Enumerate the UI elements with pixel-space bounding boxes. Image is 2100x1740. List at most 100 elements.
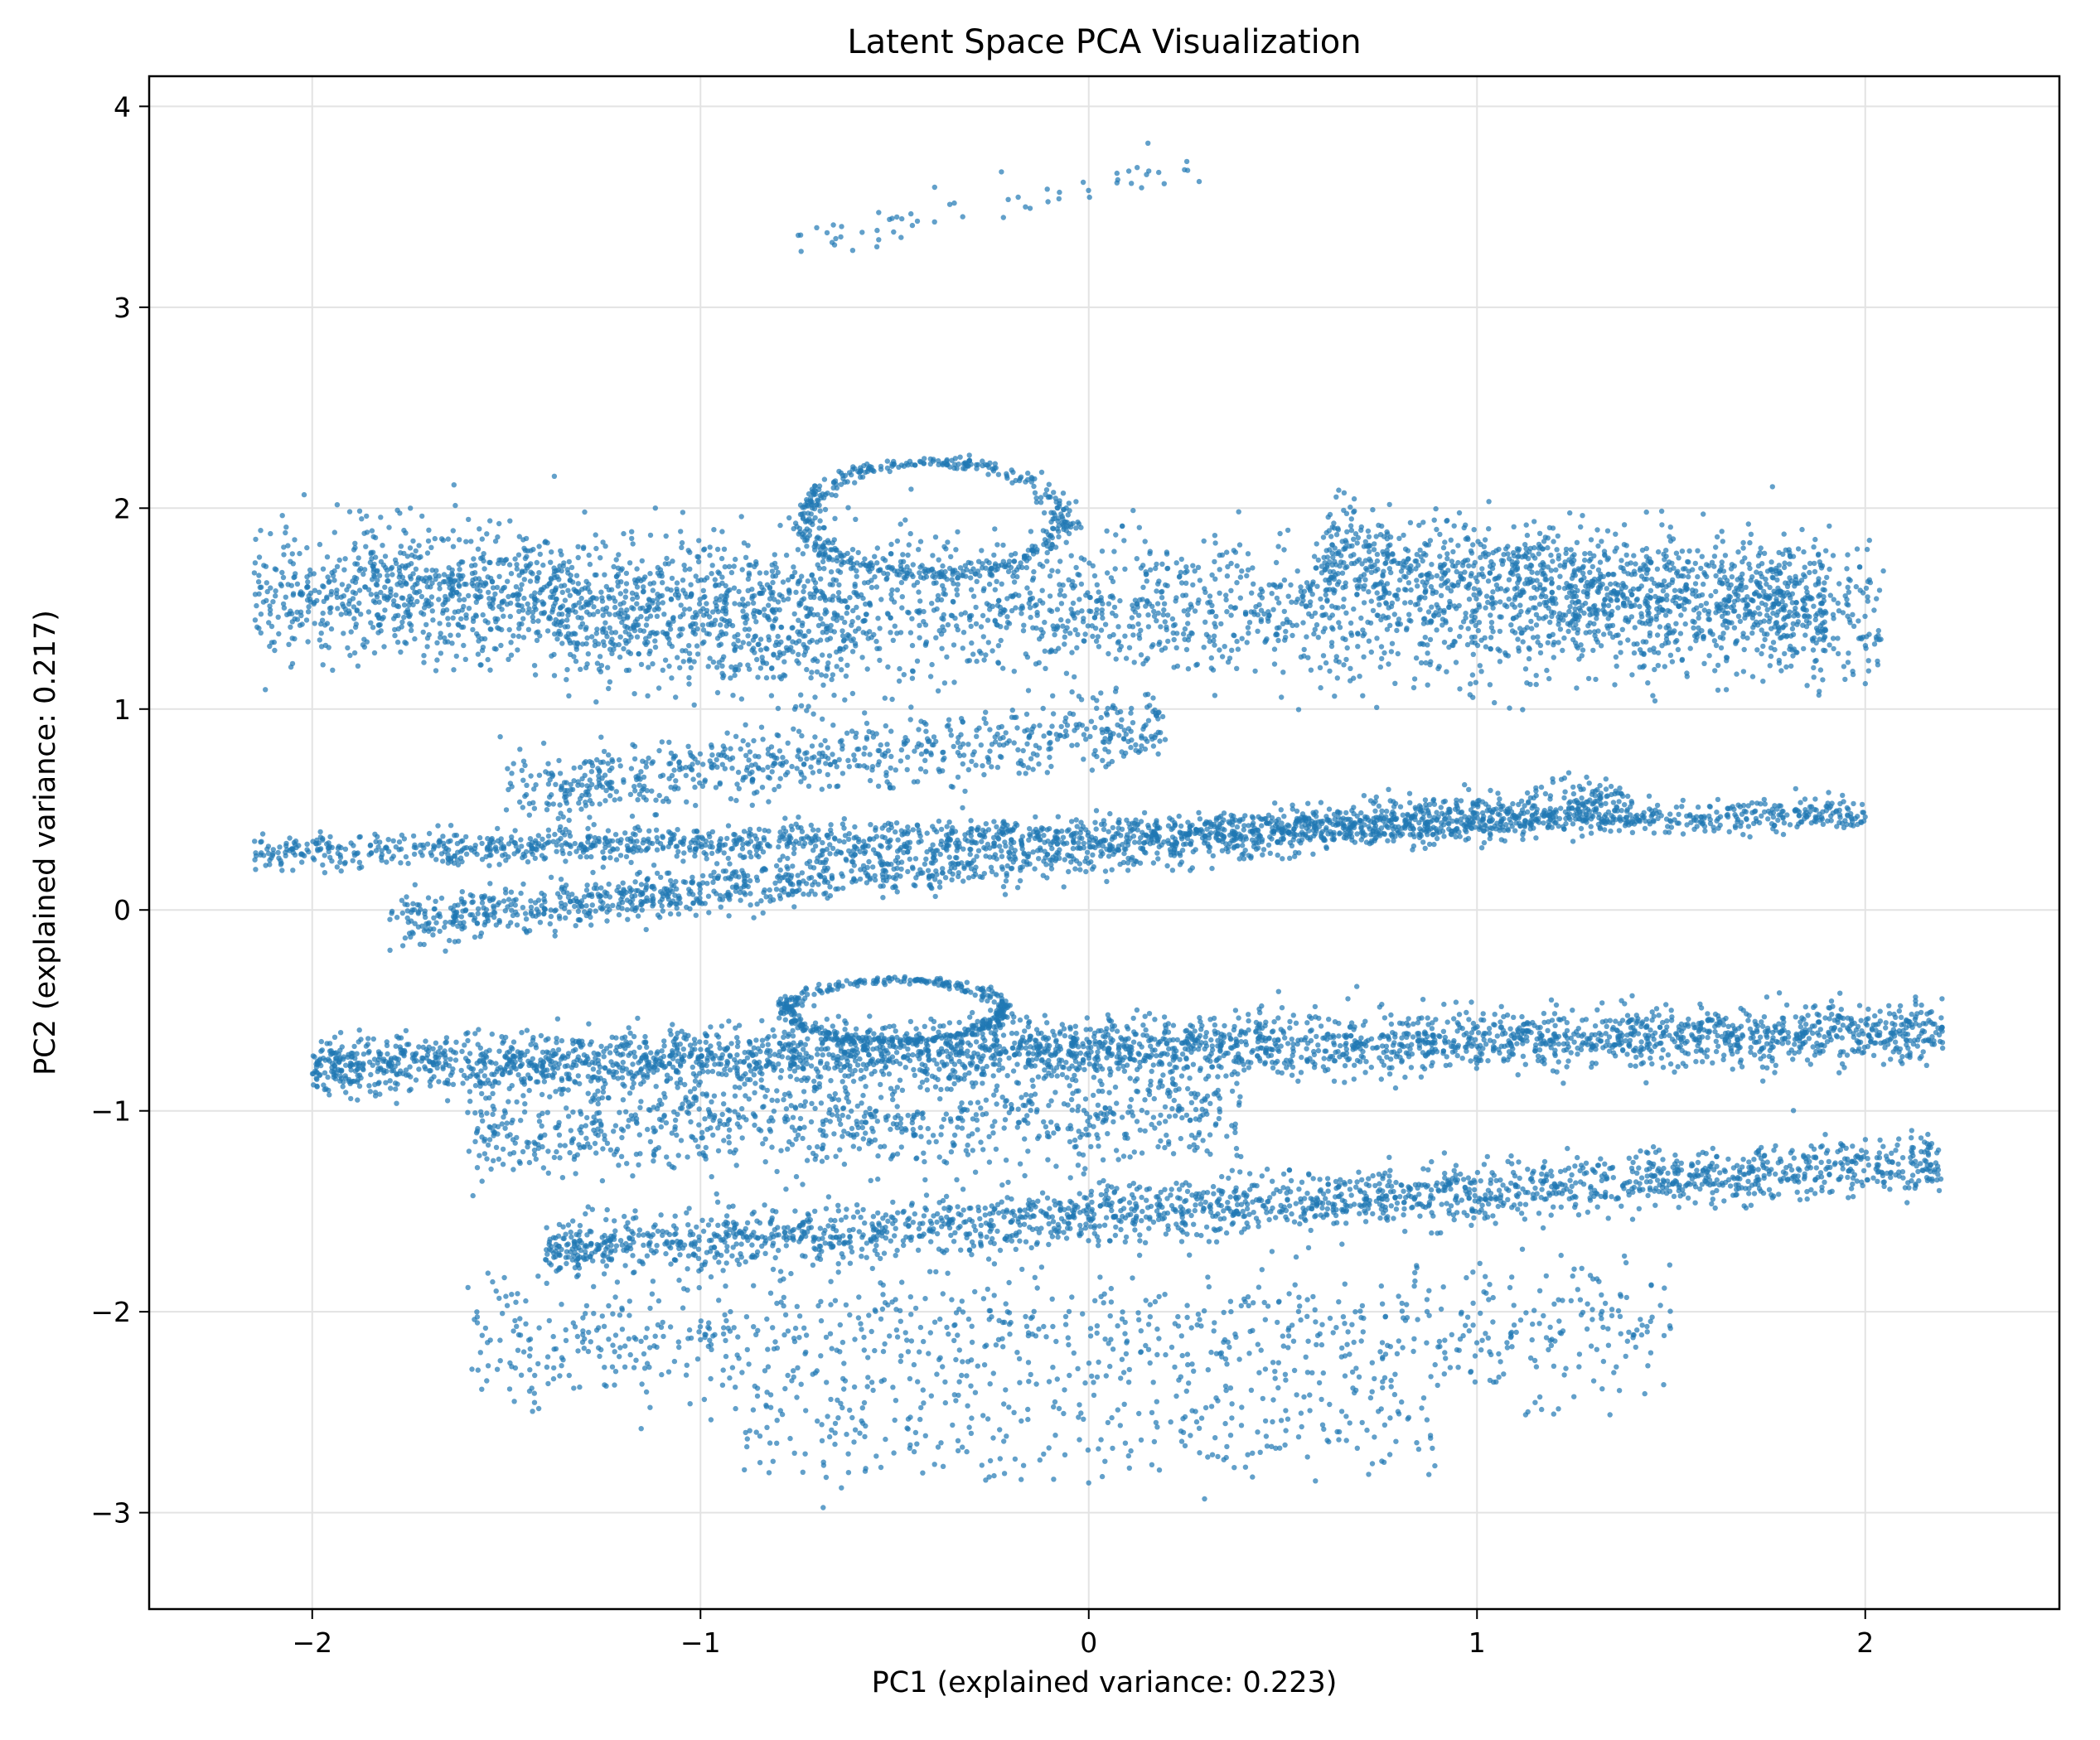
scatter-point <box>462 581 467 587</box>
scatter-point <box>1280 669 1286 675</box>
scatter-point <box>939 645 945 651</box>
scatter-point <box>1173 645 1179 650</box>
scatter-point <box>548 559 554 565</box>
scatter-point <box>1512 567 1519 573</box>
scatter-point <box>1510 800 1516 807</box>
scatter-point <box>356 859 363 866</box>
scatter-point <box>307 590 314 596</box>
scatter-point <box>860 630 866 636</box>
scatter-point <box>1695 573 1701 580</box>
scatter-point <box>1265 609 1271 615</box>
scatter-point <box>1722 602 1728 608</box>
scatter-point <box>775 599 781 605</box>
scatter-point <box>1355 534 1362 541</box>
scatter-point <box>1388 569 1394 576</box>
scatter-point <box>760 660 767 666</box>
scatter-point <box>408 505 414 511</box>
scatter-point <box>1115 640 1121 645</box>
scatter-point <box>623 853 630 860</box>
scatter-point <box>1748 531 1754 537</box>
scatter-point <box>980 612 986 619</box>
scatter-point <box>1793 605 1798 611</box>
scatter-point <box>532 672 539 678</box>
scatter-point <box>907 630 914 636</box>
scatter-point <box>326 579 331 585</box>
scatter-point <box>1758 584 1764 591</box>
scatter-point <box>1810 647 1817 653</box>
scatter-point <box>1770 610 1776 616</box>
scatter-point <box>1817 601 1824 607</box>
scatter-point <box>1091 615 1098 621</box>
scatter-point <box>1335 527 1342 533</box>
scatter-point <box>1762 801 1768 807</box>
scatter-point <box>393 592 399 598</box>
scatter-point <box>1273 632 1279 638</box>
scatter-point <box>725 823 732 829</box>
scatter-point <box>697 597 703 602</box>
scatter-point <box>1086 560 1092 566</box>
scatter-point <box>1601 549 1608 554</box>
scatter-point <box>1865 668 1871 674</box>
scatter-point <box>582 509 588 515</box>
scatter-point <box>1151 608 1157 615</box>
scatter-point <box>825 666 830 672</box>
scatter-point <box>910 827 917 833</box>
scatter-point <box>289 551 295 557</box>
scatter-point <box>1284 616 1290 622</box>
scatter-point <box>364 513 370 520</box>
scatter-point <box>598 555 603 561</box>
scatter-point <box>1115 624 1121 630</box>
scatter-point <box>312 599 317 606</box>
scatter-point <box>704 631 710 636</box>
scatter-point <box>1384 556 1390 562</box>
scatter-point <box>1424 572 1430 578</box>
scatter-point <box>1827 566 1832 573</box>
scatter-point <box>757 636 764 642</box>
scatter-point <box>369 577 375 582</box>
scatter-point <box>1201 645 1207 650</box>
scatter-point <box>1645 612 1651 618</box>
scatter-point <box>1433 505 1439 512</box>
scatter-point <box>1556 621 1561 627</box>
scatter-point <box>275 849 281 856</box>
scatter-point <box>1106 650 1111 657</box>
scatter-point <box>1386 661 1391 667</box>
scatter-point <box>741 540 748 546</box>
scatter-point <box>423 621 429 628</box>
scatter-point <box>531 663 538 669</box>
scatter-point <box>960 630 967 636</box>
scatter-point <box>791 611 797 617</box>
scatter-point <box>1543 593 1549 600</box>
scatter-point <box>757 840 763 847</box>
scatter-point <box>1384 536 1391 542</box>
scatter-point <box>675 827 680 833</box>
scatter-point <box>1724 625 1730 631</box>
scatter-point <box>1234 563 1240 569</box>
scatter-point <box>551 673 558 679</box>
scatter-point <box>1517 626 1523 631</box>
scatter-point <box>1285 593 1291 599</box>
scatter-point <box>1614 663 1619 669</box>
scatter-point <box>1348 504 1353 510</box>
scatter-point <box>1842 593 1848 599</box>
scatter-point <box>424 550 431 556</box>
scatter-point <box>327 610 333 616</box>
scatter-point <box>689 591 694 597</box>
scatter-point <box>1237 595 1244 601</box>
scatter-point <box>1289 599 1294 605</box>
scatter-point <box>1544 599 1550 606</box>
scatter-point <box>288 664 294 670</box>
scatter-point <box>1312 610 1319 616</box>
scatter-point <box>263 687 269 693</box>
scatter-point <box>651 580 657 586</box>
scatter-point <box>693 621 699 627</box>
scatter-point <box>719 574 725 580</box>
scatter-point <box>777 607 782 613</box>
scatter-point <box>331 578 337 583</box>
scatter-point <box>382 584 388 590</box>
scatter-point <box>462 656 468 662</box>
scatter-point <box>331 568 337 574</box>
scatter-point <box>1604 528 1611 534</box>
scatter-point <box>573 646 579 652</box>
scatter-point <box>1571 568 1578 573</box>
